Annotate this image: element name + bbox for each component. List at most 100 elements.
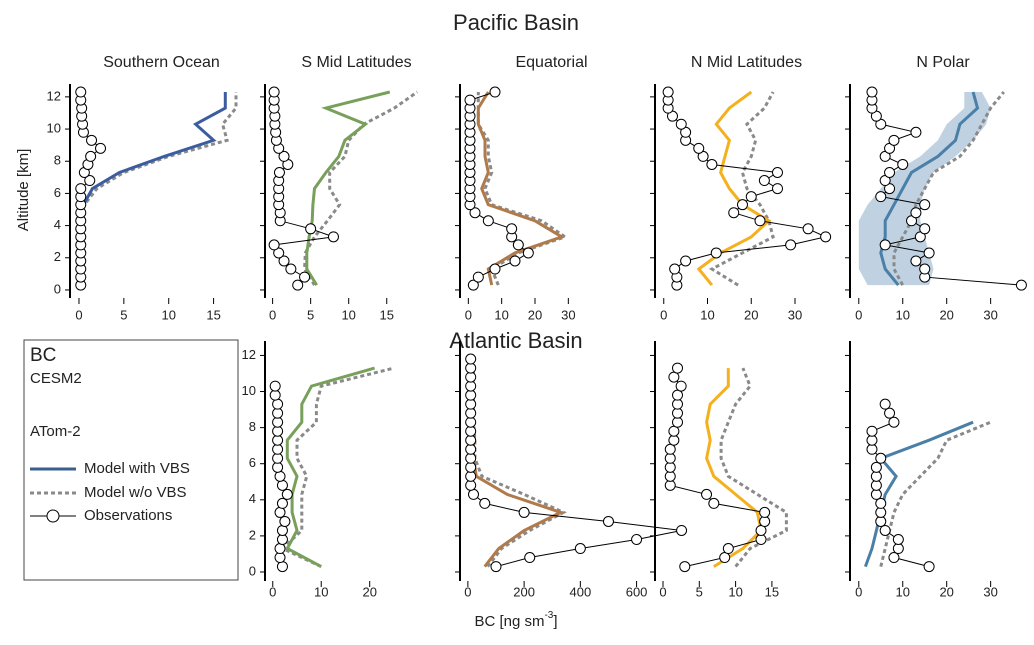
- x-label-close: ]: [553, 613, 557, 630]
- x-tick-label: 15: [765, 584, 779, 599]
- panel-title: Southern Ocean: [103, 54, 220, 71]
- observation-point: [870, 479, 882, 491]
- observation-point: [465, 461, 477, 473]
- observation-point: [802, 223, 814, 235]
- model-vbs-line: [705, 368, 763, 568]
- x-tick-label: 15: [380, 307, 394, 322]
- observation-point: [708, 497, 720, 509]
- observation-point: [662, 86, 674, 98]
- observation-point: [269, 389, 281, 401]
- x-tick-label: 0: [269, 307, 276, 322]
- x-label-sup: -3: [544, 610, 553, 621]
- x-tick-label: 10: [161, 307, 175, 322]
- observation-point: [85, 150, 97, 162]
- observation-point: [820, 231, 832, 243]
- observation-point: [281, 488, 293, 500]
- legend-entry: Observations: [84, 507, 172, 524]
- observation-point: [785, 239, 797, 251]
- observation-point: [866, 443, 878, 455]
- y-tick-label: 2: [54, 249, 61, 264]
- y-tick-label: 8: [54, 153, 61, 168]
- observation-point: [327, 231, 339, 243]
- observation-point: [464, 94, 476, 106]
- x-tick-label: 0: [269, 584, 276, 599]
- x-tick-label: 5: [696, 584, 703, 599]
- observation-point: [84, 175, 96, 187]
- observation-point: [892, 543, 904, 555]
- x-tick-label: 400: [569, 584, 591, 599]
- observation-point: [701, 488, 713, 500]
- observation-point: [706, 158, 718, 170]
- basin-title: Pacific Basin: [453, 10, 579, 35]
- y-tick-label: 10: [242, 383, 256, 398]
- observation-point: [672, 407, 684, 419]
- observation-point: [274, 552, 286, 564]
- x-tick-label: 5: [120, 307, 127, 322]
- observation-point: [472, 271, 484, 283]
- observation-point: [467, 279, 479, 291]
- observation-point: [469, 207, 481, 219]
- model-no-vbs-line: [719, 367, 788, 568]
- x-tick-label: 0: [855, 307, 862, 322]
- observation-point: [518, 506, 530, 518]
- model-vbs-line: [305, 90, 391, 286]
- observation-point: [664, 479, 676, 491]
- observation-point: [489, 86, 501, 98]
- model-no-vbs-line: [279, 366, 395, 568]
- observation-point: [879, 398, 891, 410]
- y-tick-label: 0: [249, 563, 256, 578]
- x-label-text: BC [ng sm: [474, 613, 544, 630]
- y-axis-label: Altitude [km]: [15, 149, 32, 232]
- observation-point: [755, 524, 767, 536]
- observation-point: [672, 389, 684, 401]
- model-no-vbs-line: [472, 368, 567, 568]
- observation-point: [910, 207, 922, 219]
- observation-point: [866, 434, 878, 446]
- observation-point: [664, 452, 676, 464]
- observation-point: [910, 126, 922, 138]
- observation-point: [759, 515, 771, 527]
- observation-point: [467, 488, 479, 500]
- observation-point: [276, 561, 288, 573]
- observation-point: [664, 470, 676, 482]
- observation-point: [465, 353, 477, 365]
- observation-point: [919, 223, 931, 235]
- observation-point: [465, 434, 477, 446]
- x-tick-label: 20: [362, 584, 376, 599]
- observation-point: [719, 552, 731, 564]
- observation-point: [272, 434, 284, 446]
- model-no-vbs-line: [708, 91, 775, 287]
- observation-point: [672, 398, 684, 410]
- observation-point: [664, 461, 676, 473]
- observation-point: [879, 524, 891, 536]
- x-tick-label: 10: [728, 584, 742, 599]
- model-no-vbs-line: [879, 420, 992, 567]
- observation-point: [276, 533, 288, 545]
- panel-title: N Polar: [916, 54, 970, 71]
- y-tick-label: 4: [54, 217, 61, 232]
- y-tick-label: 6: [249, 455, 256, 470]
- observation-point: [870, 470, 882, 482]
- model-no-vbs-line: [476, 92, 569, 286]
- observation-point: [276, 479, 288, 491]
- observation-point: [272, 416, 284, 428]
- observation-point: [268, 239, 280, 251]
- observation-point: [272, 425, 284, 437]
- legend-model: CESM2: [30, 370, 82, 387]
- model-vbs-line: [863, 420, 974, 568]
- x-tick-label: 30: [788, 307, 802, 322]
- observation-point: [675, 380, 687, 392]
- legend-entry: Model with VBS: [84, 460, 190, 477]
- observation-point: [866, 86, 878, 98]
- observation-point: [274, 506, 286, 518]
- y-tick-label: 12: [242, 347, 256, 362]
- observation-point: [923, 247, 935, 259]
- x-tick-label: 10: [896, 584, 910, 599]
- observation-point: [465, 398, 477, 410]
- observation-point: [75, 183, 87, 195]
- observation-point: [75, 86, 87, 98]
- model-vbs-line: [285, 366, 376, 568]
- x-tick-label: 10: [341, 307, 355, 322]
